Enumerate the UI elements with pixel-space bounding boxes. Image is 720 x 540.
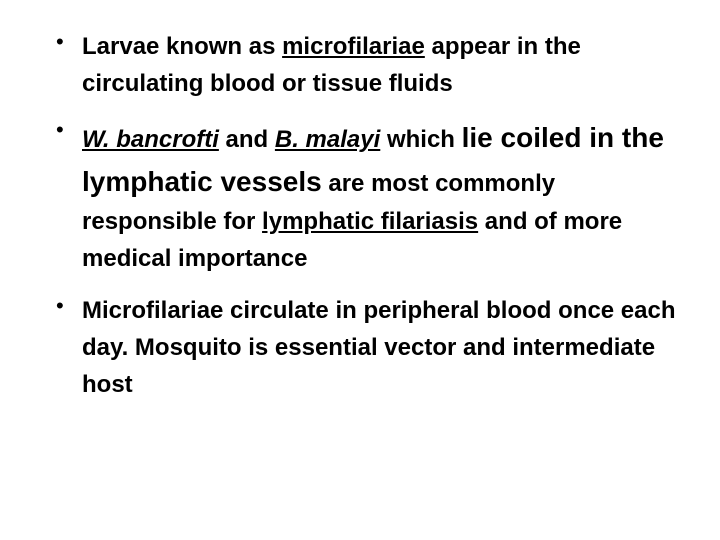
text-italic-underlined: B. malayi xyxy=(275,126,380,153)
list-item: Larvae known as microfilariae appear in … xyxy=(56,28,678,102)
list-item: Microfilariae circulate in peripheral bl… xyxy=(56,292,678,404)
bullet-text: Larvae known as microfilariae appear in … xyxy=(82,33,581,97)
bullet-list: Larvae known as microfilariae appear in … xyxy=(56,28,678,403)
text-run: which xyxy=(380,126,461,153)
bullet-text: W. bancrofti and B. malayi which lie coi… xyxy=(82,126,664,272)
list-item: W. bancrofti and B. malayi which lie coi… xyxy=(56,116,678,277)
bullet-text: Microfilariae circulate in peripheral bl… xyxy=(82,297,676,398)
text-underlined: lymphatic filariasis xyxy=(262,208,478,235)
text-underlined: microfilariae xyxy=(282,33,425,60)
text-italic-underlined: W. bancrofti xyxy=(82,126,219,153)
text-run: Microfilariae circulate in peripheral bl… xyxy=(82,297,676,398)
text-run: Larvae known as xyxy=(82,33,282,60)
text-run: and xyxy=(219,126,275,153)
